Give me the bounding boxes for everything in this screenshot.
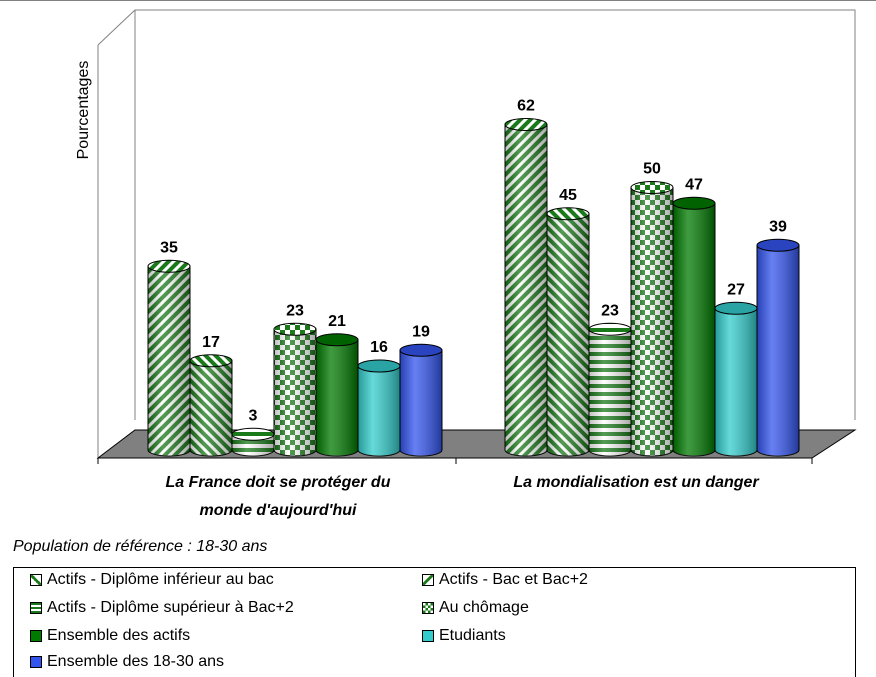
bar-1-0 (504, 118, 548, 457)
value-label-0-1: 17 (202, 334, 220, 351)
legend-swatch-1 (422, 574, 434, 586)
legend-label-4: Ensemble des actifs (47, 627, 191, 644)
bar-1-6 (756, 238, 800, 457)
legend: Actifs - Diplôme inférieur au bac Actifs… (13, 567, 856, 677)
value-label-1-4: 47 (685, 176, 703, 193)
bar-1-2 (588, 322, 632, 457)
value-label-1-3: 50 (643, 161, 661, 178)
category-label-0-line1: La France doit se protéger du (166, 474, 391, 491)
bar-0-4 (315, 333, 359, 457)
legend-item-4: Ensemble des actifs (30, 627, 190, 645)
bar-0-3 (273, 322, 317, 457)
bar-0-1 (189, 354, 233, 457)
legend-item-3: Au chômage (422, 599, 529, 617)
value-labels: 35 17 3 23 21 16 19 62 45 23 50 47 27 39 (160, 98, 787, 425)
legend-item-0: Actifs - Diplôme inférieur au bac (30, 571, 274, 589)
legend-label-2: Actifs - Diplôme supérieur à Bac+2 (47, 599, 294, 616)
category-label-1: La mondialisation est un danger (513, 474, 759, 491)
value-label-0-4: 21 (328, 313, 346, 330)
legend-label-6: Ensemble des 18-30 ans (47, 653, 224, 670)
legend-item-5: Etudiants (422, 627, 506, 645)
y-axis-label: Pourcentages (75, 61, 92, 160)
legend-item-2: Actifs - Diplôme supérieur à Bac+2 (30, 599, 294, 617)
plot-frame (0, 0, 876, 458)
bar-1-4 (672, 196, 716, 457)
legend-label-1: Actifs - Bac et Bac+2 (439, 571, 588, 588)
legend-swatch-2 (30, 602, 42, 614)
bar-1-5 (714, 301, 758, 457)
legend-item-6: Ensemble des 18-30 ans (30, 653, 224, 671)
legend-label-3: Au chômage (439, 599, 529, 616)
chart-svg: Pourcentages 35 17 3 23 21 16 19 62 45 23 50 47 27 39… (0, 0, 876, 519)
legend-item-1: Actifs - Bac et Bac+2 (422, 571, 588, 589)
value-label-1-1: 45 (559, 187, 577, 204)
bar-1-1 (546, 207, 590, 457)
value-label-1-6: 39 (769, 218, 787, 235)
legend-swatch-0 (30, 574, 42, 586)
bar-0-5 (357, 359, 401, 457)
legend-swatch-3 (422, 602, 434, 614)
value-label-0-6: 19 (412, 323, 430, 340)
bar-1-3 (630, 181, 674, 457)
legend-swatch-5 (422, 630, 434, 642)
value-label-0-0: 35 (160, 239, 178, 256)
legend-label-0: Actifs - Diplôme inférieur au bac (47, 571, 274, 588)
category-label-0-line2: monde d'aujourd'hui (200, 502, 357, 519)
value-label-1-5: 27 (727, 281, 745, 298)
value-label-0-2: 3 (249, 407, 258, 424)
legend-swatch-6 (30, 656, 42, 668)
bar-0-2 (231, 427, 275, 457)
value-label-0-3: 23 (286, 302, 304, 319)
reference-population-note: Population de référence : 18-30 ans (13, 538, 268, 555)
bar-0-0 (147, 259, 191, 457)
value-label-1-0: 62 (517, 98, 535, 115)
value-label-0-5: 16 (370, 339, 388, 356)
legend-swatch-4 (30, 630, 42, 642)
legend-label-5: Etudiants (439, 627, 506, 644)
value-label-1-2: 23 (601, 302, 619, 319)
bar-0-6 (399, 343, 443, 457)
bars (147, 118, 800, 457)
